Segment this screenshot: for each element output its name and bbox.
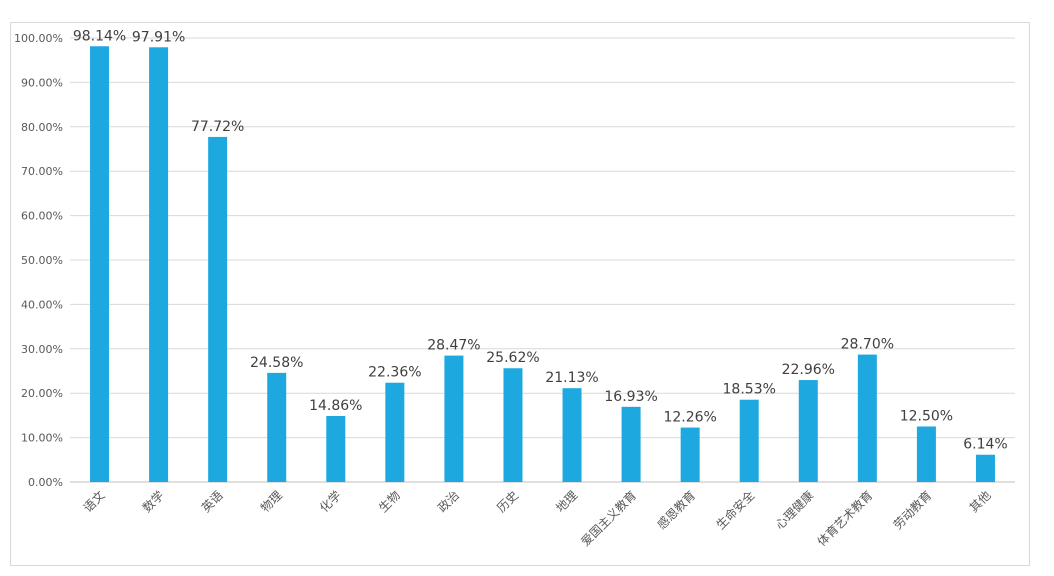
data-label: 12.26% <box>663 410 716 426</box>
x-tick-label: 心理健康 <box>772 488 817 533</box>
x-tick-label: 劳动教育 <box>890 488 935 533</box>
bar <box>621 406 641 482</box>
x-tick-label: 历史 <box>494 488 521 515</box>
bar <box>326 416 346 482</box>
x-tick-label: 政治 <box>435 488 462 515</box>
data-label: 21.13% <box>545 370 598 386</box>
data-label: 98.14% <box>73 28 126 44</box>
x-tick-label: 地理 <box>553 488 580 515</box>
x-tick-label: 体育艺术教育 <box>814 488 876 550</box>
data-label: 24.58% <box>250 355 303 371</box>
data-label: 97.91% <box>132 29 185 45</box>
bar <box>680 427 700 482</box>
x-tick-label: 生命安全 <box>713 488 758 533</box>
bar <box>916 426 936 482</box>
data-label: 28.47% <box>427 338 480 354</box>
bar <box>267 372 287 482</box>
data-label: 18.53% <box>723 382 776 398</box>
data-label: 6.14% <box>963 437 1007 453</box>
data-label: 77.72% <box>191 119 244 135</box>
data-label: 28.70% <box>841 337 894 353</box>
x-tick-label: 语文 <box>80 488 108 516</box>
bar <box>444 355 464 482</box>
y-tick-label: 0.00% <box>28 476 63 489</box>
bar <box>208 136 228 482</box>
data-label: 22.96% <box>782 362 835 378</box>
data-label: 14.86% <box>309 398 362 414</box>
bar <box>857 354 877 482</box>
bar <box>503 368 523 482</box>
data-label: 25.62% <box>486 350 539 366</box>
bar <box>90 46 110 483</box>
x-tick-label: 生物 <box>376 488 403 515</box>
x-tick-label: 化学 <box>316 488 344 516</box>
y-tick-label: 80.00% <box>21 121 63 134</box>
y-tick-label: 20.00% <box>21 387 63 400</box>
x-tick-label: 英语 <box>199 488 226 515</box>
bar <box>739 399 759 482</box>
x-tick-label: 物理 <box>258 488 285 515</box>
y-tick-label: 100.00% <box>14 32 63 45</box>
y-tick-label: 40.00% <box>21 298 63 311</box>
x-tick-label: 数学 <box>139 488 167 516</box>
x-tick-label: 感恩教育 <box>654 488 699 533</box>
y-tick-label: 90.00% <box>21 76 63 89</box>
y-tick-label: 70.00% <box>21 165 63 178</box>
x-tick-label: 其他 <box>967 488 994 515</box>
y-tick-label: 60.00% <box>21 210 63 223</box>
chart-frame <box>10 22 1030 566</box>
data-label: 16.93% <box>604 389 657 405</box>
bar <box>385 382 405 482</box>
y-tick-label: 30.00% <box>21 343 63 356</box>
bar <box>798 380 818 482</box>
data-label: 12.50% <box>900 409 953 425</box>
x-tick-label: 爱国主义教育 <box>578 488 640 550</box>
y-tick-label: 10.00% <box>21 432 63 445</box>
y-tick-label: 50.00% <box>21 254 63 267</box>
bar <box>149 47 169 482</box>
data-label: 22.36% <box>368 365 421 381</box>
bar <box>562 388 582 482</box>
bar <box>975 454 995 482</box>
